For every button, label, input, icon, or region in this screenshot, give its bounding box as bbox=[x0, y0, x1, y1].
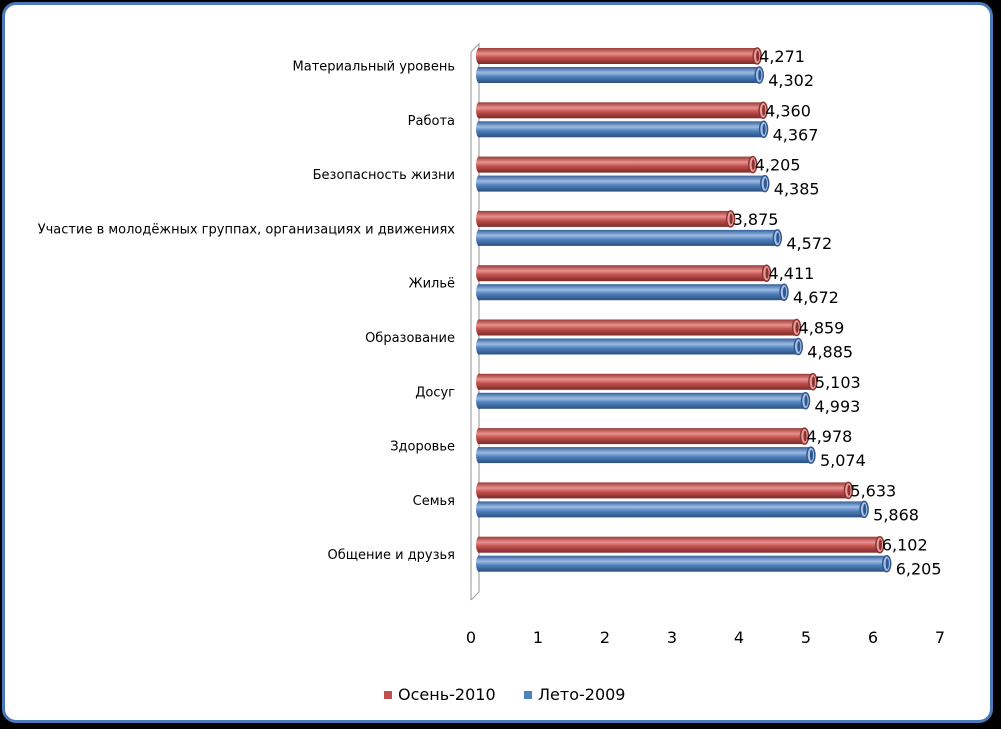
value-label: 5,103 bbox=[815, 373, 861, 392]
value-label: 4,978 bbox=[807, 427, 853, 446]
value-label: 5,074 bbox=[820, 451, 866, 470]
x-tick-label: 5 bbox=[801, 628, 811, 647]
value-label: 4,572 bbox=[786, 234, 832, 253]
category-label: Досуг bbox=[415, 385, 455, 400]
bar-summer-2009 bbox=[476, 554, 892, 573]
value-label: 4,205 bbox=[755, 156, 801, 175]
bar-summer-2009 bbox=[476, 446, 816, 464]
bar-autumn-2010 bbox=[476, 373, 818, 391]
bar-summer-2009 bbox=[476, 66, 764, 84]
value-label: 3,875 bbox=[733, 210, 779, 229]
value-label: 4,993 bbox=[815, 397, 861, 416]
bar-autumn-2010 bbox=[476, 210, 736, 228]
category-label: Здоровье bbox=[390, 440, 455, 455]
bar-summer-2009 bbox=[476, 500, 869, 519]
category-label: Материальный уровень bbox=[293, 60, 455, 75]
bar-autumn-2010 bbox=[476, 318, 802, 337]
value-label: 5,633 bbox=[850, 481, 896, 500]
x-tick-label: 2 bbox=[600, 628, 610, 647]
legend-swatch bbox=[384, 691, 392, 699]
bar-autumn-2010 bbox=[476, 264, 772, 282]
category-label: Общение и друзья bbox=[328, 548, 455, 563]
bar-autumn-2010 bbox=[476, 427, 810, 445]
category-label: Работа bbox=[408, 114, 455, 129]
x-tick-label: 3 bbox=[667, 628, 677, 647]
value-label: 6,102 bbox=[882, 536, 928, 555]
value-label: 4,672 bbox=[793, 288, 839, 307]
bar-summer-2009 bbox=[476, 174, 770, 193]
value-label: 4,360 bbox=[765, 101, 811, 120]
value-label: 6,205 bbox=[896, 560, 942, 579]
x-tick-label: 4 bbox=[734, 628, 744, 647]
value-label: 4,859 bbox=[799, 319, 845, 338]
bar-autumn-2010 bbox=[476, 481, 854, 500]
value-label: 4,367 bbox=[773, 125, 819, 144]
value-label: 4,411 bbox=[769, 264, 815, 283]
bar-summer-2009 bbox=[476, 283, 789, 301]
legend-label: Лето-2009 bbox=[538, 685, 625, 704]
bar-summer-2009 bbox=[476, 229, 783, 247]
value-label: 4,271 bbox=[759, 47, 805, 66]
bar-autumn-2010 bbox=[476, 535, 885, 554]
value-label: 4,302 bbox=[768, 71, 814, 90]
x-tick-label: 6 bbox=[868, 628, 878, 647]
bar-summer-2009 bbox=[476, 120, 769, 139]
category-label: Жильё bbox=[409, 277, 455, 292]
category-label: Семья bbox=[413, 494, 455, 509]
legend-swatch bbox=[524, 691, 532, 699]
x-tick-label: 7 bbox=[935, 628, 945, 647]
wall-edge bbox=[470, 42, 480, 601]
value-label: 4,385 bbox=[774, 180, 820, 199]
bar-autumn-2010 bbox=[476, 47, 762, 65]
bar-autumn-2010 bbox=[476, 101, 768, 120]
category-label: Образование bbox=[365, 331, 455, 346]
bar-autumn-2010 bbox=[476, 155, 758, 174]
bar-summer-2009 bbox=[476, 392, 811, 410]
category-label: Участие в молодёжных группах, организаци… bbox=[38, 222, 456, 237]
legend-item: Осень-2010 bbox=[384, 685, 496, 704]
x-tick-label: 1 bbox=[533, 628, 543, 647]
value-label: 4,885 bbox=[807, 343, 853, 362]
legend-label: Осень-2010 bbox=[398, 685, 496, 704]
category-label: Безопасность жизни bbox=[313, 168, 455, 183]
x-tick-label: 0 bbox=[466, 628, 476, 647]
bar-summer-2009 bbox=[476, 337, 804, 356]
value-label: 5,868 bbox=[873, 505, 919, 524]
legend-item: Лето-2009 bbox=[524, 685, 625, 704]
